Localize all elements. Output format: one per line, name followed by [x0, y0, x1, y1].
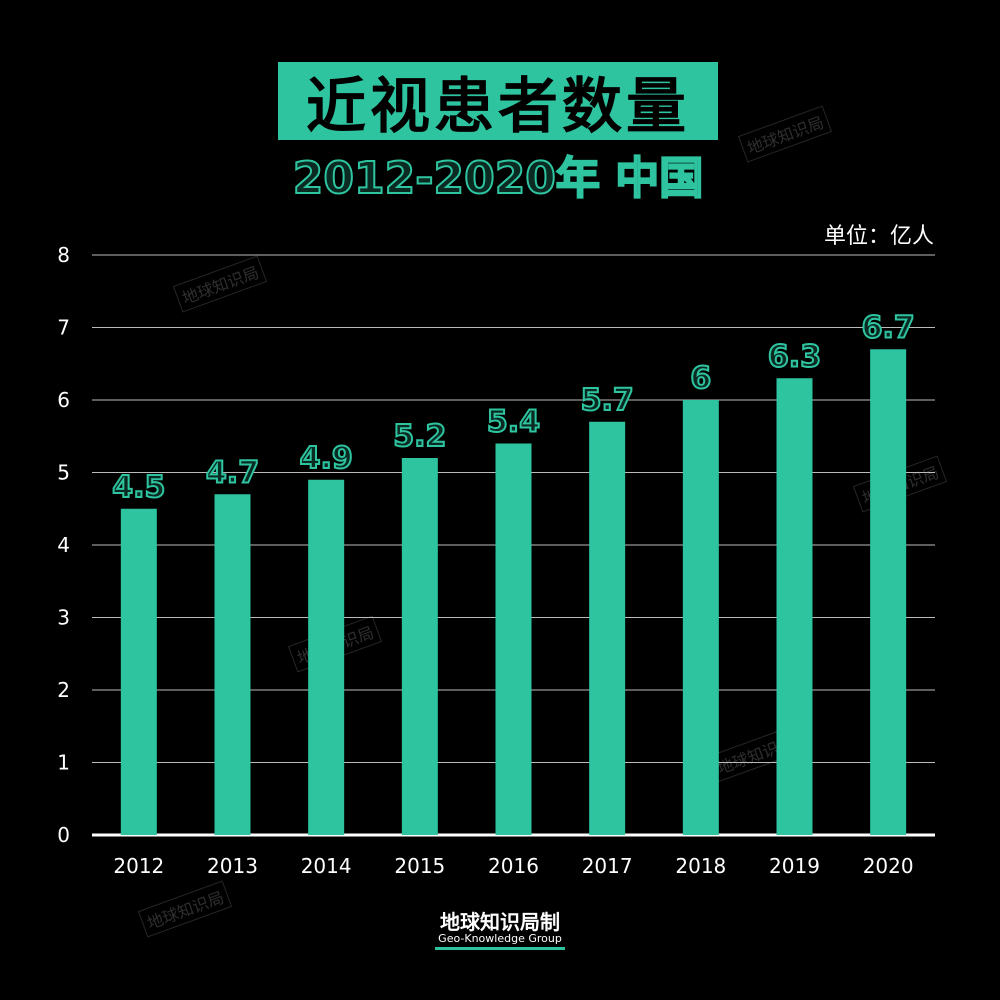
x-tick-label: 2020	[863, 854, 914, 878]
y-tick-label: 4	[57, 533, 70, 557]
data-label: 5.4	[487, 405, 540, 440]
y-tick-label: 7	[57, 316, 70, 340]
data-label: 5.7	[581, 383, 634, 418]
bar	[120, 508, 157, 835]
footer-brand: 地球知识局制	[440, 910, 560, 934]
x-tick-label: 2017	[582, 854, 633, 878]
x-tick-label: 2019	[769, 854, 820, 878]
bar	[870, 349, 907, 835]
data-label: 4.9	[300, 441, 353, 476]
bar	[214, 494, 251, 835]
x-tick-label: 2016	[488, 854, 539, 878]
y-tick-label: 3	[57, 606, 70, 630]
data-label: 4.7	[206, 455, 259, 490]
x-tick-label: 2018	[675, 854, 726, 878]
bar	[495, 443, 532, 835]
footer-underline	[435, 947, 565, 950]
bar	[401, 458, 438, 835]
data-label: 5.2	[393, 419, 446, 454]
data-label: 6	[690, 361, 711, 396]
y-tick-label: 8	[57, 243, 70, 267]
y-tick-label: 1	[57, 751, 70, 775]
footer-english: Geo-Knowledge Group	[438, 932, 562, 945]
data-label: 6.3	[768, 339, 821, 374]
y-tick-label: 0	[57, 823, 70, 847]
y-tick-label: 5	[57, 461, 70, 485]
y-tick-label: 6	[57, 388, 70, 412]
bar	[589, 421, 626, 835]
x-tick-label: 2014	[301, 854, 352, 878]
y-tick-label: 2	[57, 678, 70, 702]
chart-subtitle: 2012-2020年 中国	[292, 152, 705, 205]
unit-label: 单位：亿人	[823, 224, 934, 249]
chart-title: 近视患者数量	[306, 71, 690, 142]
x-tick-label: 2012	[113, 854, 164, 878]
title-banner: 近视患者数量	[278, 62, 718, 142]
x-tick-label: 2015	[394, 854, 445, 878]
data-label: 4.5	[112, 470, 165, 505]
bar	[776, 378, 813, 835]
bar	[682, 400, 719, 835]
data-label: 6.7	[862, 310, 915, 345]
bar	[308, 479, 345, 835]
x-tick-label: 2013	[207, 854, 258, 878]
